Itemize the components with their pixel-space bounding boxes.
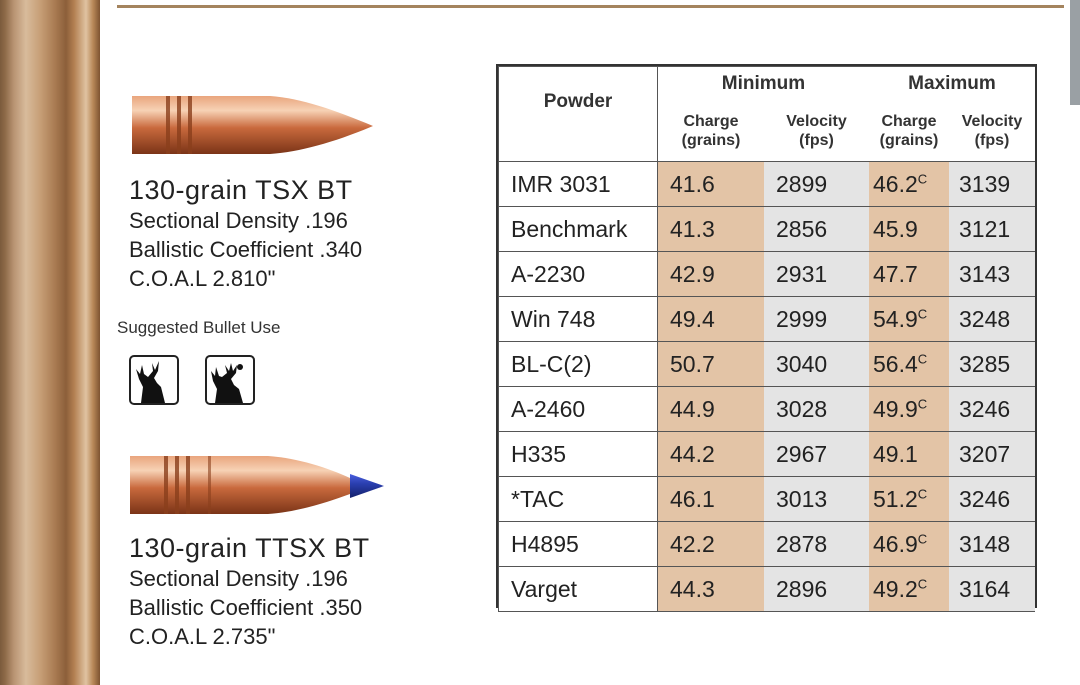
powder-cell: H4895 (498, 521, 658, 567)
max-velocity-cell: 3121 (949, 206, 1035, 252)
tsx-sectional-density: Sectional Density .196 (129, 208, 348, 233)
min-charge-cell: 44.3 (657, 566, 764, 612)
powder-cell: H335 (498, 431, 658, 477)
max-charge-footnote: C (917, 170, 928, 186)
min-charge-header: Charge (grains) (657, 101, 764, 162)
min-velocity-cell: 3040 (764, 341, 869, 387)
min-velocity-cell: 2856 (764, 206, 869, 252)
min-charge-cell: 46.1 (657, 476, 764, 522)
min-charge-cell: 44.9 (657, 386, 764, 432)
min-velocity-cell: 2878 (764, 521, 869, 567)
max-velocity-cell: 3139 (949, 161, 1035, 207)
powder-cell: A-2460 (498, 386, 658, 432)
table-row: BL-C(2) 50.7 3040 56.4C 3285 (498, 341, 1035, 387)
powder-cell: Varget (498, 566, 658, 612)
tsx-bullet-image (132, 96, 373, 154)
top-divider (117, 5, 1064, 8)
wood-border (0, 0, 100, 685)
min-velocity-cell: 2931 (764, 251, 869, 297)
min-charge-cell: 41.6 (657, 161, 764, 207)
tsx-coal: C.O.A.L 2.810" (129, 266, 276, 291)
tsx-name: 130-grain TSX BT (129, 175, 353, 205)
max-charge-cell: 45.9 (869, 206, 949, 252)
max-charge-cell: 46.2C (869, 161, 949, 207)
max-charge-footnote: C (917, 395, 928, 411)
maximum-header: Maximum (869, 66, 1035, 101)
max-charge-footnote: C (917, 305, 928, 321)
max-charge-footnote: C (917, 485, 928, 501)
powder-cell: Win 748 (498, 296, 658, 342)
table-row: H4895 42.2 2878 46.9C 3148 (498, 521, 1035, 567)
powder-cell: A-2230 (498, 251, 658, 297)
max-charge-cell: 56.4C (869, 341, 949, 387)
max-charge-cell: 51.2C (869, 476, 949, 522)
min-velocity-cell: 2967 (764, 431, 869, 477)
max-velocity-cell: 3164 (949, 566, 1035, 612)
min-velocity-header: Velocity (fps) (764, 101, 869, 162)
powder-cell: Benchmark (498, 206, 658, 252)
max-charge-footnote: C (917, 350, 928, 366)
minimum-header: Minimum (657, 66, 869, 101)
max-charge-cell: 49.1 (869, 431, 949, 477)
powder-cell: *TAC (498, 476, 658, 522)
ttsx-sectional-density: Sectional Density .196 (129, 566, 348, 591)
suggested-use-label: Suggested Bullet Use (117, 318, 281, 337)
elk-icon (205, 355, 255, 405)
min-charge-cell: 49.4 (657, 296, 764, 342)
ttsx-ballistic-coefficient: Ballistic Coefficient .350 (129, 595, 363, 620)
max-charge-header: Charge (grains) (869, 101, 949, 162)
max-charge-cell: 49.2C (869, 566, 949, 612)
ttsx-coal: C.O.A.L 2.735" (129, 624, 276, 649)
max-velocity-cell: 3246 (949, 386, 1035, 432)
max-charge-footnote: C (917, 575, 928, 591)
min-charge-cell: 42.2 (657, 521, 764, 567)
powder-header: Powder (498, 66, 658, 162)
powder-cell: BL-C(2) (498, 341, 658, 387)
ttsx-name: 130-grain TTSX BT (129, 533, 370, 563)
ttsx-specs: 130-grain TTSX BT Sectional Density .196… (129, 532, 370, 651)
min-velocity-cell: 2896 (764, 566, 869, 612)
table-row: Benchmark 41.3 2856 45.9 3121 (498, 206, 1035, 252)
max-velocity-cell: 3246 (949, 476, 1035, 522)
table-row: IMR 3031 41.6 2899 46.2C 3139 (498, 161, 1035, 207)
max-charge-footnote: C (917, 530, 928, 546)
max-velocity-header: Velocity (fps) (949, 101, 1035, 162)
max-velocity-cell: 3207 (949, 431, 1035, 477)
table-row: H335 44.2 2967 49.1 3207 (498, 431, 1035, 477)
min-velocity-cell: 3013 (764, 476, 869, 522)
powder-cell: IMR 3031 (498, 161, 658, 207)
scrollbar[interactable] (1070, 0, 1080, 105)
tsx-specs: 130-grain TSX BT Sectional Density .196 … (129, 174, 362, 293)
max-charge-cell: 54.9C (869, 296, 949, 342)
min-velocity-cell: 3028 (764, 386, 869, 432)
max-charge-cell: 46.9C (869, 521, 949, 567)
max-velocity-cell: 3248 (949, 296, 1035, 342)
deer-icon (129, 355, 179, 405)
max-velocity-cell: 3148 (949, 521, 1035, 567)
min-charge-cell: 50.7 (657, 341, 764, 387)
min-charge-cell: 44.2 (657, 431, 764, 477)
max-velocity-cell: 3143 (949, 251, 1035, 297)
load-data-table: Powder Minimum Maximum Charge (grains) Ve… (496, 64, 1037, 612)
table-row: A-2230 42.9 2931 47.7 3143 (498, 251, 1035, 297)
table-row: A-2460 44.9 3028 49.9C 3246 (498, 386, 1035, 432)
ttsx-bullet-image (130, 456, 384, 514)
table-row: Varget 44.3 2896 49.2C 3164 (498, 566, 1035, 612)
max-velocity-cell: 3285 (949, 341, 1035, 387)
max-charge-cell: 47.7 (869, 251, 949, 297)
min-charge-cell: 41.3 (657, 206, 764, 252)
min-velocity-cell: 2899 (764, 161, 869, 207)
table-row: *TAC 46.1 3013 51.2C 3246 (498, 476, 1035, 522)
table-row: Win 748 49.4 2999 54.9C 3248 (498, 296, 1035, 342)
min-velocity-cell: 2999 (764, 296, 869, 342)
min-charge-cell: 42.9 (657, 251, 764, 297)
tsx-ballistic-coefficient: Ballistic Coefficient .340 (129, 237, 363, 262)
max-charge-cell: 49.9C (869, 386, 949, 432)
